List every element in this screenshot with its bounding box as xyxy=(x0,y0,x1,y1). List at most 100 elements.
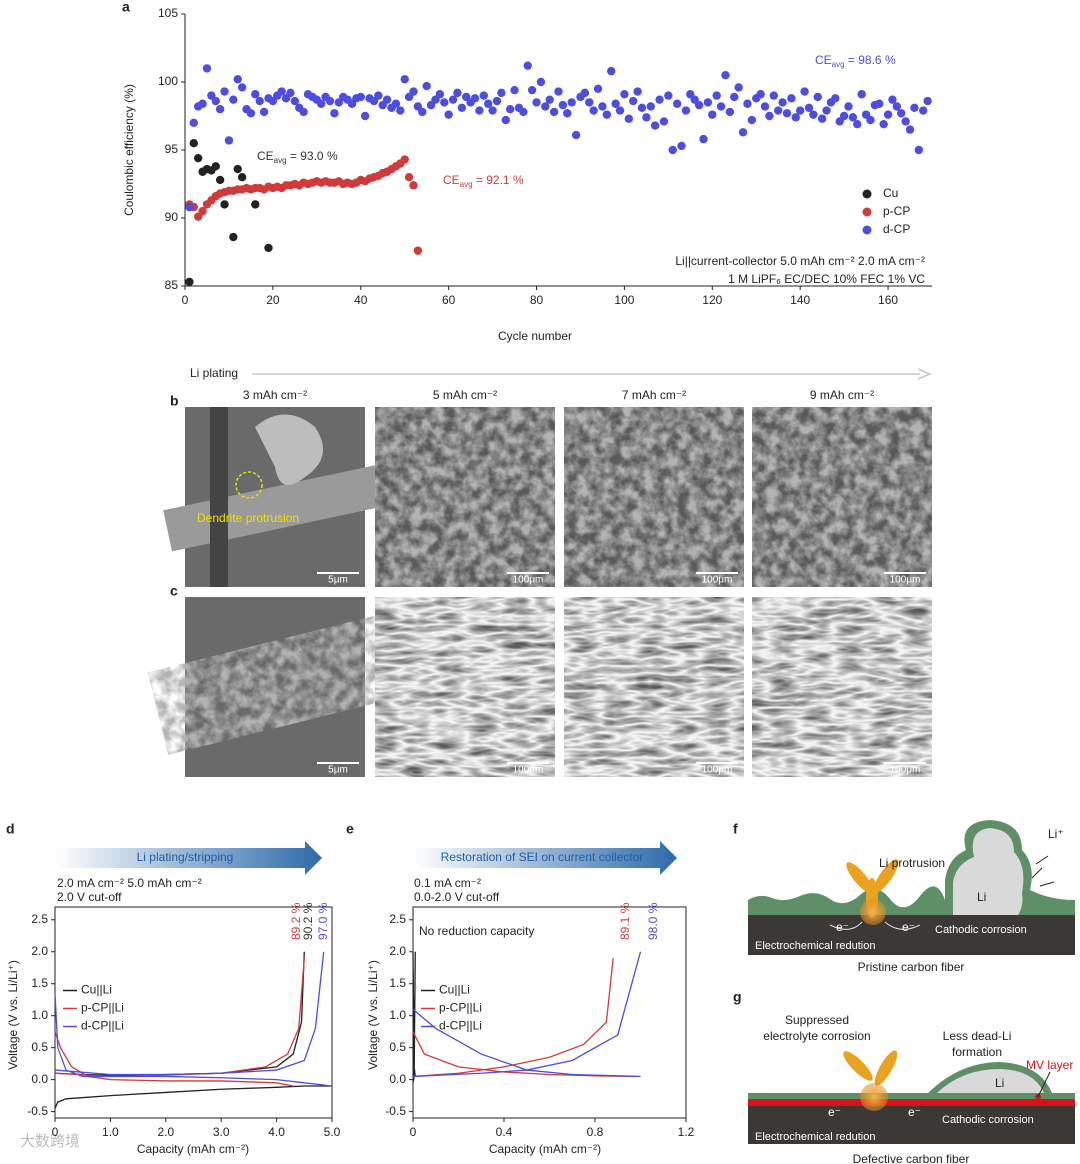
x-tick-label: 160 xyxy=(878,293,898,307)
x-tick-label: 80 xyxy=(530,293,544,307)
data-point xyxy=(237,83,247,92)
scale-label: 100μm xyxy=(702,765,733,776)
electrolyte-molecule xyxy=(874,1050,898,1086)
panel-letter: g xyxy=(733,989,742,1005)
x-tick-label: 0 xyxy=(410,1125,417,1139)
data-point xyxy=(220,87,229,96)
data-point xyxy=(220,200,229,209)
label: Li xyxy=(995,1076,1004,1090)
label: MV layer xyxy=(1026,1058,1073,1072)
legend-label: d-CP||Li xyxy=(439,1019,482,1033)
data-point xyxy=(809,110,818,119)
data-point xyxy=(409,181,418,190)
label: e⁻ xyxy=(908,1105,921,1119)
data-line xyxy=(412,951,642,1078)
data-point xyxy=(215,105,225,114)
x-axis-label: Capacity (mAh cm⁻²) xyxy=(489,1142,601,1156)
data-point xyxy=(488,106,497,115)
data-point xyxy=(396,106,405,115)
label: e⁻ xyxy=(836,920,849,934)
data-point xyxy=(505,105,515,114)
data-point xyxy=(483,99,493,108)
scale-label: 100μm xyxy=(513,765,544,776)
li-deposit xyxy=(953,828,1024,915)
data-point xyxy=(897,109,906,118)
caption: Defective carbon fiber xyxy=(853,1152,970,1164)
data-point xyxy=(879,119,888,129)
data-point xyxy=(435,90,445,99)
annotation: 2.0 V cut-off xyxy=(57,890,122,904)
data-point xyxy=(457,103,467,113)
data-point xyxy=(536,77,546,87)
y-tick-label: 1.5 xyxy=(31,976,48,990)
carbon-fiber xyxy=(748,915,1075,955)
data-point xyxy=(677,141,686,151)
scale-label: 100μm xyxy=(513,575,544,586)
y-tick-label: 0.0 xyxy=(31,1072,48,1086)
data-point xyxy=(791,113,800,122)
annotation: 89.2 % xyxy=(289,902,303,940)
data-point xyxy=(760,102,770,111)
data-point xyxy=(659,117,669,126)
label: Less dead-Li xyxy=(943,1029,1012,1043)
data-point xyxy=(765,111,774,121)
data-point xyxy=(593,84,603,94)
label: Cathodic corrosion xyxy=(935,924,1027,936)
scale-label: 100μm xyxy=(890,575,921,586)
data-point xyxy=(747,115,757,125)
micrographs: Li plating 3 mAh cm⁻² 5 mAh cm⁻² 7 mAh cm⁻… xyxy=(147,366,932,777)
data-point xyxy=(624,114,634,123)
process-arrow xyxy=(413,841,677,875)
data-point xyxy=(211,162,220,171)
data-point xyxy=(602,110,612,119)
data-point xyxy=(409,87,418,96)
y-tick-label: 100 xyxy=(158,74,178,88)
sem-texture xyxy=(375,407,555,587)
annotation: 0.0-2.0 V cut-off xyxy=(414,890,500,904)
y-tick-label: 2.5 xyxy=(389,912,406,926)
column-header: 5 mAh cm⁻² xyxy=(433,388,497,402)
annotation: Li plating/stripping xyxy=(137,850,234,864)
legend-label: Cu||Li xyxy=(81,983,112,997)
x-tick-label: 100 xyxy=(614,293,634,307)
data-point xyxy=(510,85,519,95)
data-point xyxy=(778,98,787,107)
data-point xyxy=(883,110,893,119)
scale-label: 100μm xyxy=(890,765,921,776)
data-point xyxy=(229,232,238,242)
data-line xyxy=(54,951,333,1087)
y-axis-label: Voltage (V vs. Li/Li⁺) xyxy=(366,960,380,1070)
x-tick-label: 120 xyxy=(702,293,722,307)
data-point xyxy=(299,107,308,117)
data-point xyxy=(492,96,502,106)
data-point xyxy=(325,96,335,106)
data-point xyxy=(721,71,730,80)
row-label: b xyxy=(170,393,179,409)
label: Li⁺ xyxy=(1048,827,1064,841)
x-tick-label: 4.0 xyxy=(268,1125,285,1139)
sem-texture xyxy=(752,407,932,587)
y-tick-label: 0.5 xyxy=(31,1040,48,1054)
annotation: Li||current-collector 5.0 mAh cm⁻² 2.0 m… xyxy=(675,254,925,268)
y-tick-label: 95 xyxy=(165,142,179,156)
data-point xyxy=(901,117,910,126)
data-point xyxy=(541,102,550,111)
data-point xyxy=(708,110,717,119)
data-point xyxy=(189,118,198,128)
data-point xyxy=(259,107,269,117)
legend-label: d-CP xyxy=(883,222,910,236)
data-point xyxy=(589,106,598,115)
diagram-g: Suppressed electrolyte corrosion Less de… xyxy=(748,1013,1075,1164)
data-point xyxy=(277,87,286,96)
watermark: 大数跨境 xyxy=(20,1132,80,1150)
data-point xyxy=(189,139,198,148)
legend-swatch xyxy=(862,189,872,199)
data-point xyxy=(497,88,506,98)
data-point xyxy=(716,102,726,111)
data-point xyxy=(391,99,401,108)
y-axis-label: Voltage (V vs. Li/Li⁺) xyxy=(6,960,20,1070)
data-point xyxy=(374,91,383,100)
y-tick-label: 0.0 xyxy=(389,1072,406,1086)
data-point xyxy=(404,173,414,182)
data-point xyxy=(598,102,607,111)
